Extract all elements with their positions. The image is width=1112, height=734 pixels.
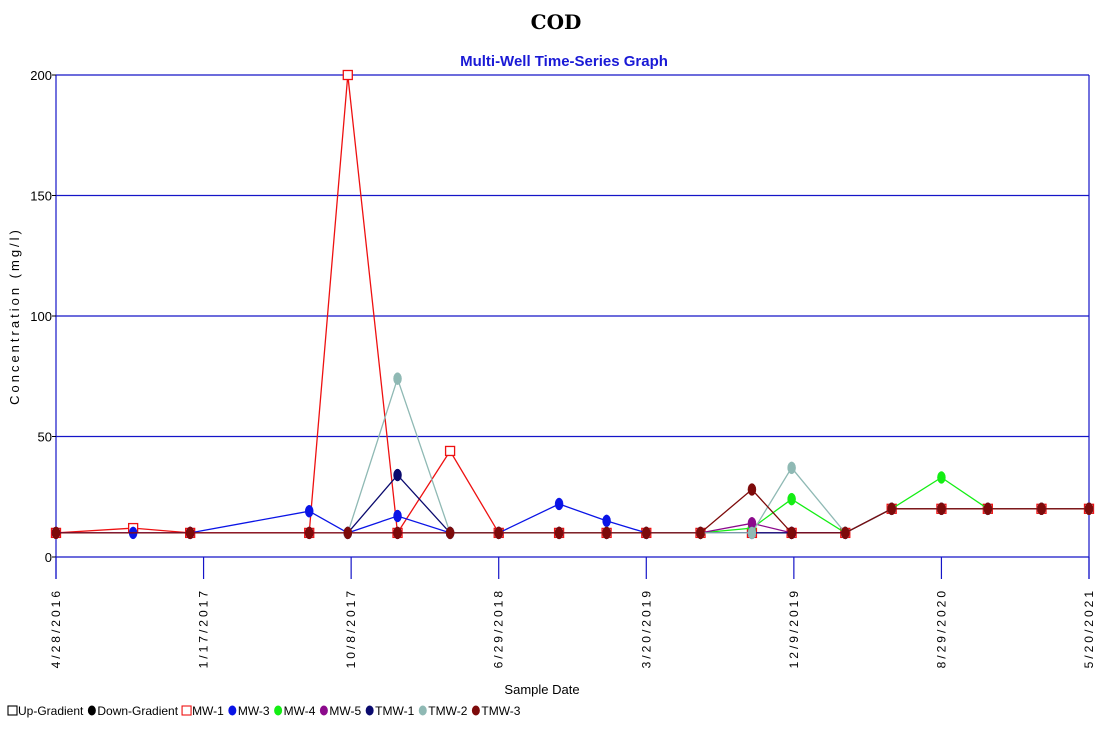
legend-marker xyxy=(181,705,192,716)
series-tmw-3 xyxy=(51,483,1094,540)
data-point xyxy=(494,526,503,540)
series-mw-1 xyxy=(50,69,1095,539)
data-point xyxy=(787,492,796,506)
data-point xyxy=(747,483,757,496)
data-point xyxy=(304,504,314,518)
y-axis-label: Concentration (mg/l) xyxy=(7,227,22,405)
legend-marker xyxy=(418,705,427,716)
legend-label: Down-Gradient xyxy=(97,704,178,718)
data-point xyxy=(887,502,896,516)
data-point xyxy=(841,526,850,540)
x-tick-label: 5/20/2021 xyxy=(1082,588,1096,668)
legend-marker xyxy=(365,705,374,716)
data-point xyxy=(444,445,456,457)
x-tick-label: 4/28/2016 xyxy=(49,588,63,668)
legend-marker xyxy=(319,705,328,716)
legend: Up-Gradient Down-Gradient MW-1 MW-3 MW-4 MW-5… xyxy=(7,704,521,718)
series-line xyxy=(56,488,1089,534)
legend-marker xyxy=(471,705,480,716)
x-tick-label: 12/9/2019 xyxy=(787,588,801,668)
data-point xyxy=(983,502,993,516)
legend-marker xyxy=(87,705,96,716)
legend-marker xyxy=(274,705,283,716)
legend-label: MW-4 xyxy=(284,704,316,718)
legend-item: TMW-3 xyxy=(471,704,521,718)
legend-marker xyxy=(7,705,18,716)
data-point xyxy=(393,468,402,482)
data-point xyxy=(393,509,402,523)
legend-item: TMW-2 xyxy=(418,704,468,718)
chart-title: COD xyxy=(531,10,582,34)
legend-item: Down-Gradient xyxy=(87,704,179,718)
legend-item: MW-5 xyxy=(319,704,361,718)
legend-label: MW-3 xyxy=(238,704,270,718)
data-point xyxy=(1037,502,1046,516)
data-point xyxy=(602,514,611,528)
y-tick-label: 100 xyxy=(30,309,52,324)
x-tick-label: 1/17/2017 xyxy=(197,588,211,668)
x-tick-label: 10/8/2017 xyxy=(344,588,358,668)
data-point xyxy=(642,526,651,540)
series-tmw-2 xyxy=(343,372,1094,540)
legend-item: MW-3 xyxy=(228,704,270,718)
legend-item: Up-Gradient xyxy=(7,704,84,718)
legend-label: MW-1 xyxy=(192,704,224,718)
y-axis-ticks: 0 50 100 150 200 xyxy=(30,68,56,565)
legend-label: MW-5 xyxy=(329,704,361,718)
legend-label: TMW-2 xyxy=(428,704,467,718)
x-tick-label: 6/29/2018 xyxy=(492,588,506,668)
data-point xyxy=(696,526,705,540)
legend-label: TMW-3 xyxy=(481,704,520,718)
data-point xyxy=(445,526,455,540)
plot-frame xyxy=(55,75,1090,579)
data-point xyxy=(787,461,796,475)
data-point xyxy=(51,526,61,540)
legend-marker xyxy=(228,705,237,716)
series-line xyxy=(55,74,1089,535)
series-line xyxy=(347,376,1089,534)
legend-label: TMW-1 xyxy=(375,704,414,718)
data-point xyxy=(304,526,314,540)
data-point xyxy=(393,372,402,385)
data-point xyxy=(787,526,796,540)
legend-item: MW-1 xyxy=(181,704,224,718)
data-point xyxy=(937,471,946,484)
data-point xyxy=(343,526,353,540)
series-group xyxy=(50,69,1095,540)
x-axis-ticks: 4/28/2016 1/17/2017 10/8/2017 6/29/2018 3/20… xyxy=(49,557,1096,668)
x-tick-label: 3/20/2019 xyxy=(639,588,653,668)
data-point xyxy=(602,526,611,540)
data-point xyxy=(185,526,195,540)
y-tick-label: 150 xyxy=(30,189,52,204)
data-point xyxy=(747,526,757,540)
legend-label: Up-Gradient xyxy=(18,704,84,718)
y-tick-label: 0 xyxy=(45,550,52,565)
y-tick-label: 50 xyxy=(38,430,52,445)
gridlines xyxy=(56,74,1089,558)
data-point xyxy=(554,526,564,540)
x-tick-label: 8/29/2020 xyxy=(934,588,948,668)
series-line xyxy=(347,474,1089,534)
y-tick-label: 200 xyxy=(30,68,52,83)
chart-subtitle: Multi-Well Time-Series Graph xyxy=(460,53,668,70)
data-point xyxy=(342,69,353,81)
data-point xyxy=(393,526,402,540)
legend-item: MW-4 xyxy=(274,704,316,718)
data-point xyxy=(937,502,946,516)
legend-item: TMW-1 xyxy=(365,704,415,718)
data-point xyxy=(1084,502,1094,516)
data-point xyxy=(554,497,564,511)
x-axis-label: Sample Date xyxy=(504,682,579,697)
